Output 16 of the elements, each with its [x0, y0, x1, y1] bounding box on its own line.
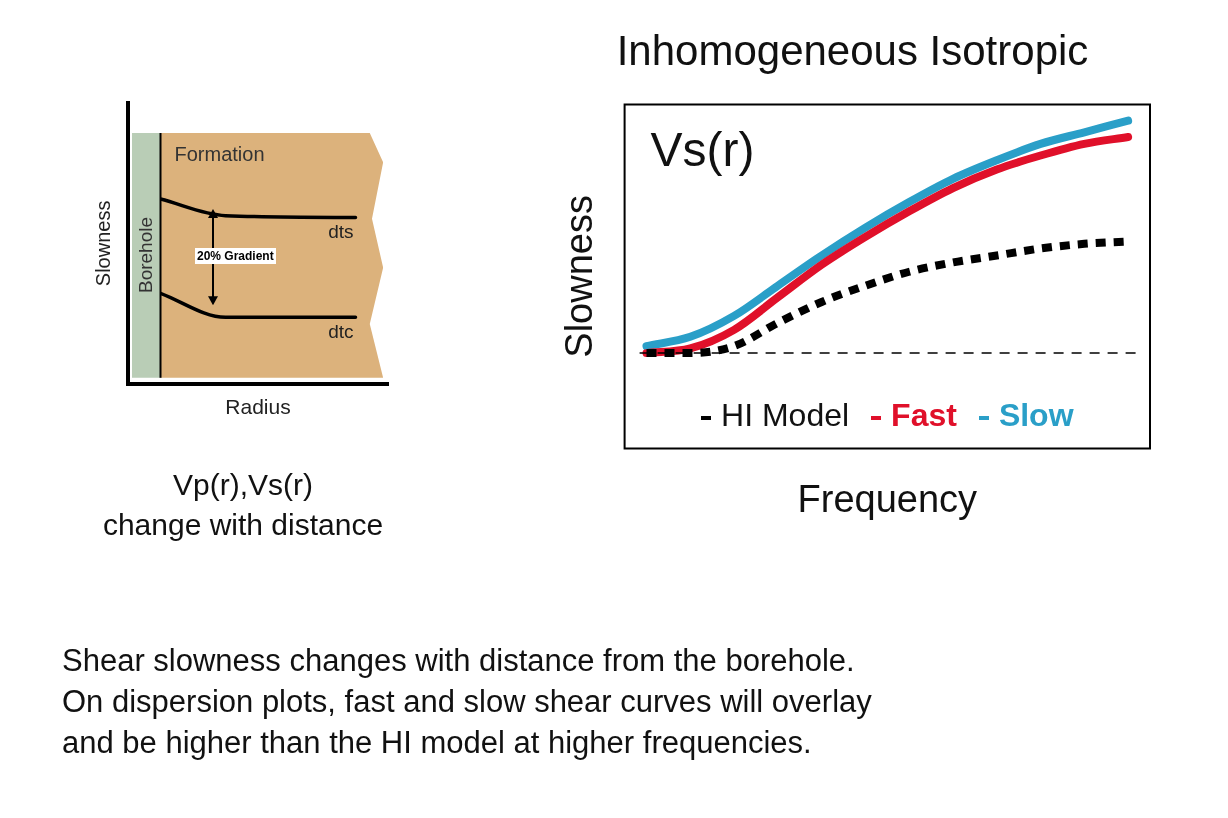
legend-label: HI Model	[720, 397, 850, 435]
series-label: dtc	[328, 321, 354, 343]
legend-label: Fast	[890, 397, 957, 435]
text: Vp(r),Vs(r) change with distance	[101, 467, 385, 543]
x-axis-title: Frequency	[797, 477, 978, 520]
legend-label: Slow	[997, 397, 1074, 435]
annotation: Vs(r)	[650, 122, 755, 176]
text: Formation	[174, 143, 265, 166]
annotation: Borehole	[135, 217, 158, 294]
y-axis-title: Slowness	[558, 195, 601, 358]
y-axis-title: Slowness	[91, 200, 114, 287]
text: Shear slowness changes with distance from the borehole. On dispersion plots, fast and slow shear curves will overlay and be higher than the HI model at higher frequencies.	[62, 642, 872, 762]
x-axis-title: Radius	[225, 395, 291, 419]
series-label: dts	[328, 221, 354, 243]
chart-title: Inhomogeneous Isotropic	[616, 26, 1089, 74]
annotation: 20% Gradient	[195, 248, 276, 265]
